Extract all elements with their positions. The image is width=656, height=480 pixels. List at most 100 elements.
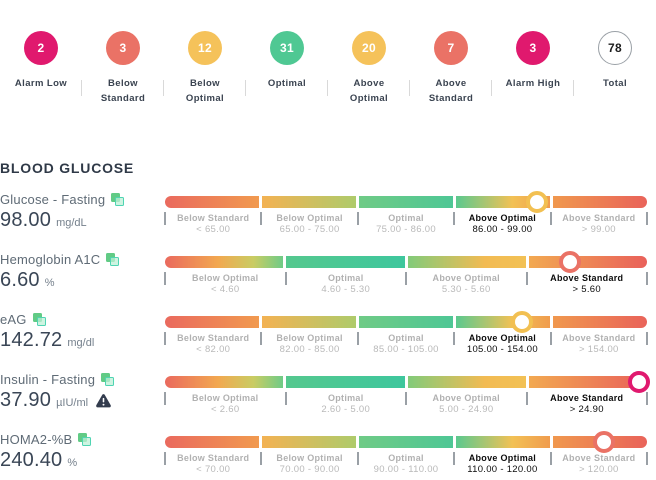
gauge-tick xyxy=(646,392,648,405)
gauge-segment xyxy=(553,316,647,328)
summary-item[interactable]: 3 Below Standard xyxy=(82,28,164,106)
summary-item[interactable]: 31 Optimal xyxy=(246,28,328,106)
copy-icon[interactable] xyxy=(101,372,115,387)
summary-count-badge: 3 xyxy=(516,31,550,65)
summary-item[interactable]: 7 Above Standard xyxy=(410,28,492,106)
value-marker[interactable] xyxy=(510,311,533,333)
gauge-segment-label: Optimal 90.00 - 110.00 xyxy=(373,453,439,476)
gauge-tick xyxy=(646,272,648,285)
value-marker[interactable] xyxy=(526,191,549,213)
biomarker-info: eAG 142.72 mg/dl xyxy=(0,308,165,368)
gauge-tick xyxy=(260,452,263,465)
copy-icon[interactable] xyxy=(32,312,47,327)
biomarker-name: eAG xyxy=(0,312,27,327)
biomarker-unit: mg/dL xyxy=(56,217,87,229)
gauge-segment xyxy=(262,316,356,328)
gauge-segment-label: Above Optimal 86.00 - 99.00 xyxy=(468,213,537,236)
biomarker-info: Hemoglobin A1C 6.60 % xyxy=(0,248,165,308)
summary-count: 7 xyxy=(447,41,455,55)
gauge-segment xyxy=(165,196,259,208)
biomarker-unit: mg/dl xyxy=(67,337,95,349)
gauge-tick xyxy=(284,392,287,405)
summary-count: 78 xyxy=(608,41,622,55)
summary-item[interactable]: 12 Below Optimal xyxy=(164,28,246,106)
gauge-labels: Below Standard < 65.00 Below Optimal 65.00 … xyxy=(165,212,647,235)
gauge-segment xyxy=(359,196,453,208)
biomarker-value: 98.00 xyxy=(0,209,52,231)
gauge-segment-label: Above Optimal 110.00 - 120.00 xyxy=(467,453,538,476)
biomarker-unit: % xyxy=(67,457,78,469)
gauge-segment-label: Below Optimal < 2.60 xyxy=(192,393,259,416)
biomarker-unit: % xyxy=(44,277,55,289)
summary-label: Above Optimal xyxy=(349,78,389,104)
biomarker-info: Insulin - Fasting 37.90 µIU/ml xyxy=(0,368,165,428)
copy-icon-front xyxy=(110,256,120,266)
gauge-segment xyxy=(359,436,453,448)
summary-count: 3 xyxy=(529,41,537,55)
gauge-segment-label: Below Optimal 70.00 - 90.00 xyxy=(276,453,343,476)
gauge-segment-label: Below Optimal 65.00 - 75.00 xyxy=(276,213,343,236)
gauge-tick xyxy=(453,452,456,465)
summary-item[interactable]: 20 Above Optimal xyxy=(328,28,410,106)
gauge-segment xyxy=(165,436,259,448)
gauge-tick xyxy=(164,212,166,225)
copy-icon[interactable] xyxy=(111,192,125,207)
gauge-segment-label: Below Standard < 65.00 xyxy=(177,213,250,236)
warning-icon[interactable] xyxy=(95,393,112,409)
biomarker-row: Glucose - Fasting 98.00 mg/dL Below Stan… xyxy=(0,188,656,248)
copy-icon[interactable] xyxy=(106,252,120,267)
gauge-segment xyxy=(165,316,259,328)
gauge-segment-label: Optimal 2.60 - 5.00 xyxy=(321,393,371,416)
gauge-segment-label: Below Optimal 82.00 - 85.00 xyxy=(276,333,343,356)
gauge-bar xyxy=(165,316,647,328)
gauge-tick xyxy=(356,212,359,225)
summary-item[interactable]: 78 Total xyxy=(574,28,656,106)
biomarker-value: 142.72 xyxy=(0,329,63,351)
biomarker-row: HOMA2-%B 240.40 % Below Standard < 70.00 B… xyxy=(0,428,656,480)
gauge-segment xyxy=(456,436,550,448)
gauge-segment-label: Above Standard > 24.90 xyxy=(550,393,624,416)
gauge-tick xyxy=(525,392,528,405)
value-marker[interactable] xyxy=(592,431,615,453)
gauge-segment-label: Above Standard > 120.00 xyxy=(562,453,636,476)
gauge-segment-label: Optimal 4.60 - 5.30 xyxy=(321,273,371,296)
summary-count-badge: 3 xyxy=(106,31,140,65)
gauge-segment xyxy=(407,256,526,268)
gauge-tick xyxy=(356,452,359,465)
gauge-tick xyxy=(549,212,552,225)
biomarker-row: Insulin - Fasting 37.90 µIU/ml Below Opt… xyxy=(0,368,656,428)
biomarker-value: 6.60 xyxy=(0,269,40,291)
gauge-tick xyxy=(164,452,166,465)
gauge-bar xyxy=(165,256,647,268)
gauge-segment-label: Optimal 75.00 - 86.00 xyxy=(376,213,436,236)
summary-item[interactable]: 2 Alarm Low xyxy=(0,28,82,106)
copy-icon-front xyxy=(82,436,92,446)
summary-item[interactable]: 3 Alarm High xyxy=(492,28,574,106)
gauge-tick xyxy=(525,272,528,285)
gauge-segment xyxy=(528,256,647,268)
gauge-tick xyxy=(405,392,407,405)
gauge-segment xyxy=(286,256,405,268)
gauge-tick xyxy=(646,452,648,465)
gauge-tick xyxy=(646,332,648,345)
gauge-tick xyxy=(405,272,407,285)
biomarker-info: Glucose - Fasting 98.00 mg/dL xyxy=(0,188,165,248)
gauge-segment-label: Optimal 85.00 - 105.00 xyxy=(373,333,439,356)
gauge-segment-label: Above Optimal 105.00 - 154.00 xyxy=(466,333,538,356)
biomarker-value: 240.40 xyxy=(0,449,63,471)
biomarker-name: Glucose - Fasting xyxy=(0,192,106,207)
copy-icon[interactable] xyxy=(78,432,92,447)
gauge-tick xyxy=(549,332,552,345)
gauge-labels: Below Optimal < 4.60 Optimal 4.60 - 5.30 Abo… xyxy=(165,272,647,295)
summary-count: 20 xyxy=(362,41,376,55)
summary-label: Optimal xyxy=(267,78,307,89)
summary-count: 12 xyxy=(198,41,212,55)
gauge-segment xyxy=(165,256,284,268)
gauge-tick xyxy=(646,212,648,225)
summary-label: Alarm Low xyxy=(14,78,68,89)
value-marker[interactable] xyxy=(627,371,650,393)
biomarker-info: HOMA2-%B 240.40 % xyxy=(0,428,165,480)
value-marker[interactable] xyxy=(558,251,581,273)
summary-label: Total xyxy=(603,78,627,89)
gauge-bar xyxy=(165,436,647,448)
